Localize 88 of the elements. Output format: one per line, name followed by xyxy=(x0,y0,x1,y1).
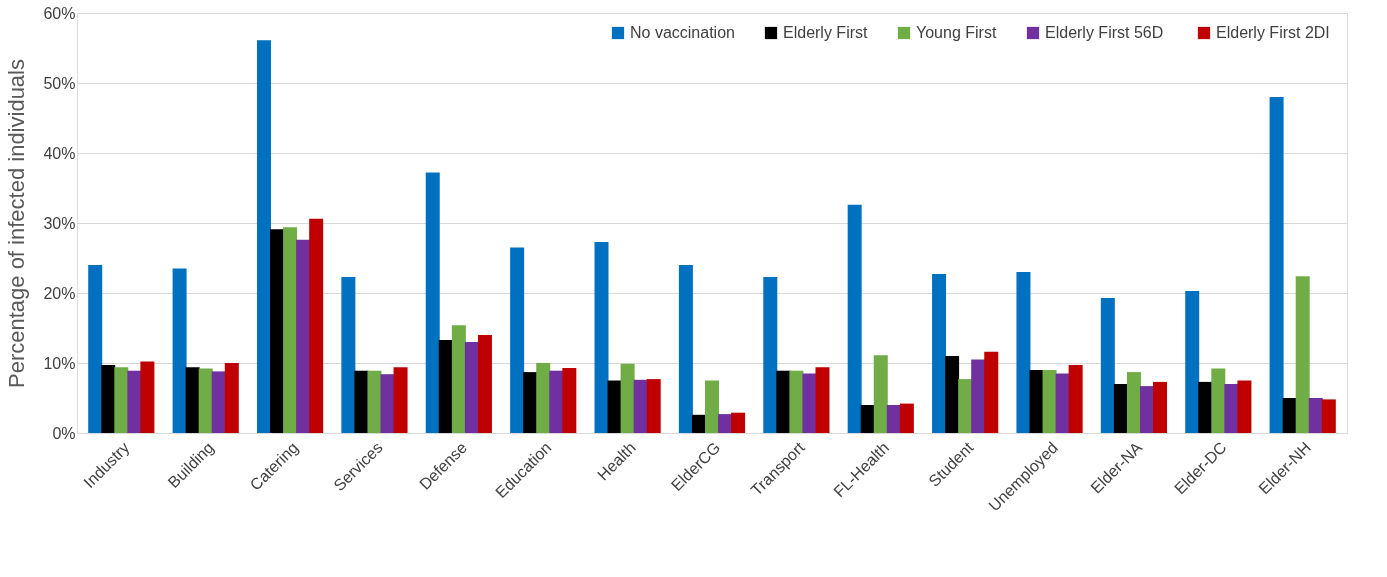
bar xyxy=(562,367,577,433)
bar xyxy=(1100,297,1115,433)
bar xyxy=(477,335,492,433)
bar xyxy=(354,370,369,433)
bar xyxy=(1055,373,1070,433)
legend-label: No vaccination xyxy=(630,24,735,41)
bar xyxy=(815,367,830,433)
bar xyxy=(464,342,479,433)
bar xyxy=(847,204,862,433)
bar xyxy=(1308,398,1323,433)
bar xyxy=(802,373,817,433)
bar xyxy=(393,367,408,433)
bar xyxy=(185,367,200,433)
y-tick-label: 10% xyxy=(43,354,76,372)
bar xyxy=(1029,370,1044,433)
bar xyxy=(114,367,129,433)
bar xyxy=(932,274,947,433)
bar xyxy=(211,371,226,433)
bar xyxy=(958,379,973,433)
bar xyxy=(646,379,661,433)
legend-label: Elderly First 56D xyxy=(1045,24,1164,41)
bar xyxy=(198,368,213,433)
y-tick-label: 60% xyxy=(43,4,76,22)
bar xyxy=(296,239,311,433)
bar xyxy=(425,172,440,433)
bar xyxy=(594,241,609,433)
bar xyxy=(309,218,324,433)
bar xyxy=(945,356,960,433)
y-tick-label: 20% xyxy=(43,284,76,302)
bar xyxy=(1113,384,1128,433)
bar xyxy=(224,363,239,433)
bar xyxy=(1153,381,1168,433)
bar xyxy=(536,363,551,433)
legend-label: Elderly First xyxy=(783,24,869,41)
bar xyxy=(886,405,901,433)
bar xyxy=(1224,384,1239,433)
bar xyxy=(1269,97,1284,433)
bar xyxy=(380,374,395,433)
bar xyxy=(1068,365,1083,433)
y-axis-title: Percentage of infected individuals xyxy=(4,59,30,388)
bar xyxy=(607,380,622,433)
bar xyxy=(1295,276,1310,433)
y-tick-label: 30% xyxy=(43,214,76,232)
bar xyxy=(1211,368,1226,433)
y-tick-label: 0% xyxy=(52,424,76,442)
bar xyxy=(270,229,285,433)
bar xyxy=(731,412,746,433)
bar xyxy=(341,276,356,433)
bar xyxy=(451,325,466,433)
bar xyxy=(899,403,914,433)
bar xyxy=(1198,381,1213,433)
bar xyxy=(549,370,564,433)
legend-label: Young First xyxy=(916,24,997,41)
bar xyxy=(438,339,453,433)
bar xyxy=(367,370,382,433)
bar xyxy=(691,414,706,433)
bar xyxy=(1139,386,1154,433)
bar xyxy=(984,351,999,433)
bar xyxy=(1042,370,1057,433)
bar xyxy=(705,380,719,433)
bar xyxy=(633,379,648,433)
legend-label: Elderly First 2DI xyxy=(1216,24,1330,41)
y-tick-label: 40% xyxy=(43,144,76,162)
bar xyxy=(678,265,693,433)
bar xyxy=(971,359,986,433)
bar xyxy=(510,247,525,433)
bar xyxy=(256,40,271,433)
bar xyxy=(860,405,875,433)
bar xyxy=(1237,380,1252,433)
bar xyxy=(873,355,888,433)
bar xyxy=(1016,272,1031,433)
bar xyxy=(1321,399,1336,433)
bar xyxy=(101,365,116,433)
bar xyxy=(127,370,142,433)
bar xyxy=(1126,372,1141,433)
bar xyxy=(1282,398,1297,433)
bar xyxy=(172,268,187,433)
bar xyxy=(88,265,103,433)
bar xyxy=(718,414,733,433)
bar xyxy=(283,227,298,433)
bar xyxy=(523,372,538,433)
bar xyxy=(789,370,804,433)
bar xyxy=(1185,290,1200,433)
bar xyxy=(140,361,155,433)
y-tick-label: 50% xyxy=(43,74,76,92)
bar xyxy=(763,276,778,433)
bar xyxy=(776,370,791,433)
bar xyxy=(620,363,635,433)
